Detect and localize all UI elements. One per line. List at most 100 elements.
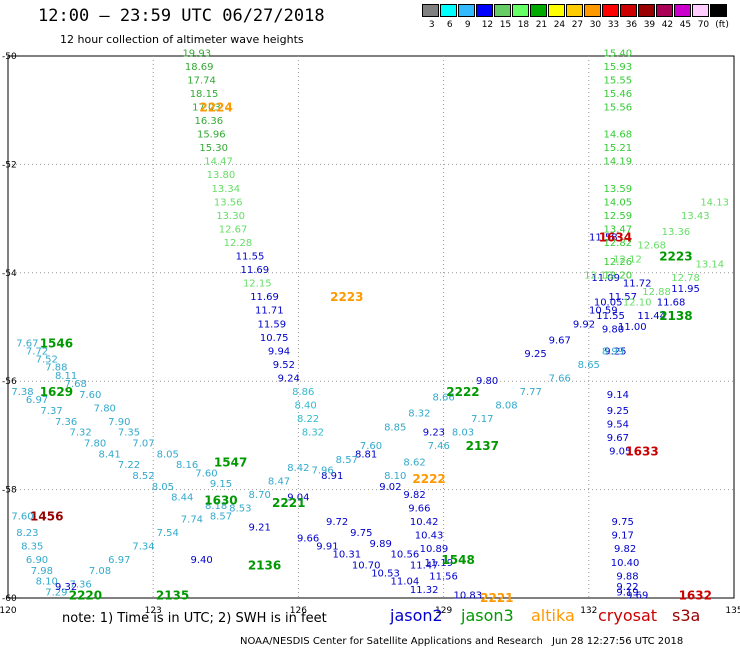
swh-value: 12.67 — [219, 224, 248, 235]
swh-value: 11.09 — [591, 273, 620, 284]
swh-value: 7.17 — [471, 414, 493, 425]
swh-value: 9.23 — [423, 428, 445, 439]
credit-line: NOAA/NESDIS Center for Satellite Applica… — [240, 636, 543, 647]
x-tick-label: 129 — [435, 606, 452, 616]
legend-label: 9 — [464, 20, 471, 30]
swh-value: 14.19 — [604, 157, 633, 168]
swh-value: 9.75 — [612, 517, 634, 528]
pass-time-label: 1629 — [40, 385, 73, 399]
swh-value: 10.70 — [352, 560, 381, 571]
swh-value: 12.82 — [604, 238, 633, 249]
y-tick-label: -52 — [2, 160, 17, 170]
legend-swatch — [656, 4, 673, 17]
swh-value: 8.62 — [403, 458, 425, 469]
legend-swatch — [674, 4, 691, 17]
legend-label: 15 — [499, 20, 512, 30]
swh-value: 9.19 — [616, 588, 638, 599]
legend-swatch — [494, 4, 511, 17]
swh-value: 8.32 — [302, 428, 324, 439]
swh-value: 9.25 — [524, 349, 546, 360]
swh-value: 9.82 — [403, 490, 425, 501]
swh-value: 12.88 — [642, 287, 671, 298]
swh-value: 10.83 — [453, 590, 482, 601]
swh-value: 13.56 — [214, 197, 243, 208]
satellite-label-altika: altika — [531, 606, 575, 625]
swh-value: 7.72 — [26, 346, 48, 357]
swh-value: 12.12 — [584, 271, 613, 282]
swh-value: 8.18 — [205, 501, 227, 512]
swh-value: 9.40 — [190, 555, 212, 566]
swh-value: 7.35 — [118, 428, 140, 439]
swh-value: 8.57 — [336, 455, 358, 466]
swh-value: 9.88 — [616, 571, 638, 582]
legend-label: 42 — [661, 20, 674, 30]
swh-value: 7.36 — [69, 579, 91, 590]
swh-value: 7.29 — [45, 588, 67, 599]
swh-value: 9.67 — [607, 433, 629, 444]
swh-value: 13.30 — [216, 211, 245, 222]
legend-label: 30 — [589, 20, 602, 30]
swh-value: 10.56 — [391, 550, 420, 561]
swh-value: 7.37 — [40, 406, 62, 417]
swh-value: 9.72 — [326, 517, 348, 528]
pass-time-label: 2221 — [480, 591, 513, 605]
swh-value: 8.86 — [292, 387, 314, 398]
legend-label: (ft) — [715, 20, 729, 30]
swh-value: 11.44 — [637, 311, 666, 322]
pass-time-label: 1456 — [30, 510, 63, 524]
swh-value: 8.35 — [21, 542, 43, 553]
swh-value: 9.21 — [249, 523, 271, 534]
swh-value: 7.46 — [428, 441, 450, 452]
swh-value: 7.54 — [157, 528, 179, 539]
swh-value: 12.28 — [224, 238, 253, 249]
swh-value: 13.80 — [207, 170, 236, 181]
swh-value: 11.04 — [391, 577, 420, 588]
swh-value: 8.81 — [355, 449, 377, 460]
swh-value: 14.47 — [204, 157, 233, 168]
x-tick-label: 126 — [290, 606, 307, 616]
swh-value: 7.98 — [31, 566, 53, 577]
swh-value: 6.97 — [26, 395, 48, 406]
swh-value: 8.47 — [268, 476, 290, 487]
swh-value: 7.32 — [69, 428, 91, 439]
swh-value: 6.97 — [108, 555, 130, 566]
y-tick-label: -56 — [2, 377, 17, 387]
legend-label: 3 — [428, 20, 435, 30]
swh-value: 15.55 — [604, 75, 633, 86]
y-tick-label: -58 — [2, 486, 17, 496]
satellite-label-jason2: jason2 — [390, 606, 443, 625]
swh-value: 9.67 — [549, 336, 571, 347]
swh-value: 11.59 — [257, 319, 286, 330]
swh-value: 16.36 — [195, 116, 224, 127]
swh-value: 11.55 — [236, 252, 265, 263]
swh-value: 11.55 — [596, 311, 625, 322]
legend-swatch — [530, 4, 547, 17]
legend-swatch — [440, 4, 457, 17]
x-tick-label: 132 — [580, 606, 597, 616]
swh-value: 9.92 — [573, 319, 595, 330]
swh-value: 7.80 — [94, 403, 116, 414]
swh-value: 8.16 — [176, 460, 198, 471]
swh-value: 9.25 — [604, 346, 626, 357]
legend-swatch — [602, 4, 619, 17]
footer-note: note: 1) Time is in UTC; 2) SWH is in fe… — [62, 611, 327, 626]
swh-value: 9.04 — [287, 493, 309, 504]
swh-value: 8.22 — [297, 414, 319, 425]
swh-value: 10.43 — [415, 531, 444, 542]
swh-value: 9.14 — [607, 390, 629, 401]
swh-value: 7.68 — [65, 379, 87, 390]
swh-value: 9.69 — [626, 590, 648, 601]
swh-value: 7.88 — [45, 363, 67, 374]
swh-value: 13.43 — [681, 211, 710, 222]
legend-label: 6 — [446, 20, 453, 30]
swh-value: 7.52 — [36, 355, 58, 366]
legend-swatch — [422, 4, 439, 17]
swh-value: 7.77 — [520, 387, 542, 398]
swh-value: 11.95 — [671, 284, 700, 295]
legend-label: 12 — [481, 20, 494, 30]
swh-value: 8.08 — [495, 401, 517, 412]
swh-value: 14.68 — [604, 130, 633, 141]
swh-value: 9.82 — [614, 544, 636, 555]
swh-value: 8.57 — [210, 512, 232, 523]
swh-value: 12.20 — [604, 271, 633, 282]
